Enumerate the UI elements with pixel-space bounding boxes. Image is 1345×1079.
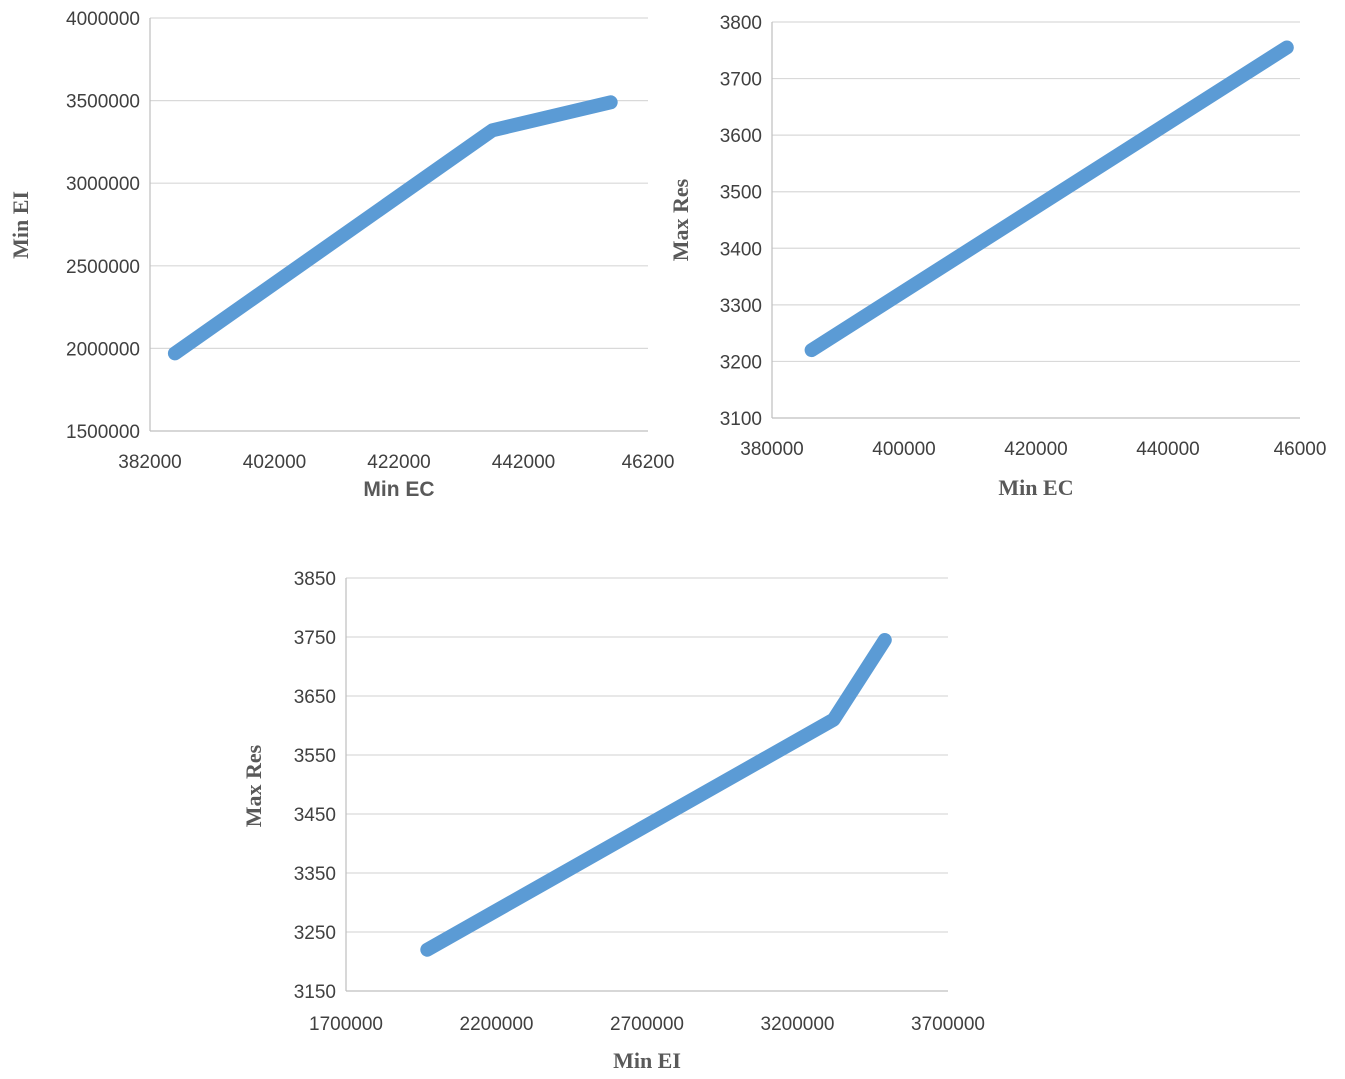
y-tick-label: 3350 — [294, 864, 336, 885]
x-tick-label: 442000 — [492, 452, 555, 473]
y-tick-label: 3150 — [294, 982, 336, 1003]
x-tick-label: 1700000 — [309, 1014, 383, 1035]
y-tick-label: 3300 — [720, 296, 762, 317]
y-tick-label: 1500000 — [66, 422, 140, 443]
chart-ec-vs-res: 3100 3200 3300 3400 3500 3600 3700 3800 380000 40… — [668, 13, 1326, 500]
series-line — [167, 95, 618, 361]
y-axis-title: Min EI — [8, 191, 33, 259]
y-tick-label: 3700 — [720, 70, 762, 91]
y-tick-label: 3400 — [720, 239, 762, 260]
y-tick-label: 3750 — [294, 628, 336, 649]
y-axis-title: Max Res — [668, 178, 693, 261]
x-axis-title: Min EC — [363, 478, 434, 501]
y-tick-label: 3200 — [720, 352, 762, 373]
y-tick-label: 3650 — [294, 687, 336, 708]
x-tick-label: 2200000 — [460, 1014, 534, 1035]
y-tick-label: 3000000 — [66, 174, 140, 195]
y-axis-title: Max Res — [241, 744, 266, 827]
x-tick-label: 420000 — [1004, 439, 1067, 460]
y-tick-label: 3800 — [720, 13, 762, 34]
x-tick-label: 3200000 — [761, 1014, 835, 1035]
y-tick-label: 3500 — [720, 183, 762, 204]
y-tick-label: 3250 — [294, 923, 336, 944]
x-tick-label: 440000 — [1136, 439, 1199, 460]
y-tick-label: 3500000 — [66, 92, 140, 113]
chart-ei-vs-res: 3150 3250 3350 3450 3550 3650 3750 3850 1700000 2… — [241, 569, 985, 1073]
x-tick-label: 400000 — [872, 439, 935, 460]
x-tick-label: 46200 — [622, 452, 675, 473]
x-tick-label: 402000 — [243, 452, 306, 473]
y-tick-label: 2000000 — [66, 339, 140, 360]
x-axis-title: Min EI — [613, 1048, 681, 1073]
x-tick-label: 382000 — [118, 452, 181, 473]
chart-ec-vs-ei: 1500000 2000000 2500000 3000000 3500000 40000… — [8, 9, 674, 501]
y-tick-label: 3450 — [294, 805, 336, 826]
x-axis-title: Min EC — [998, 475, 1073, 500]
y-tick-label: 2500000 — [66, 257, 140, 278]
y-tick-label: 3850 — [294, 569, 336, 590]
x-tick-label: 422000 — [367, 452, 430, 473]
y-tick-label: 4000000 — [66, 9, 140, 30]
y-tick-label: 3600 — [720, 126, 762, 147]
series-line — [420, 633, 892, 957]
x-tick-label: 3700000 — [911, 1014, 985, 1035]
y-tick-label: 3100 — [720, 409, 762, 430]
x-tick-label: 380000 — [740, 439, 803, 460]
x-tick-label: 2700000 — [610, 1014, 684, 1035]
x-tick-label: 46000 — [1274, 439, 1327, 460]
y-tick-label: 3550 — [294, 746, 336, 767]
series-line — [804, 40, 1294, 358]
